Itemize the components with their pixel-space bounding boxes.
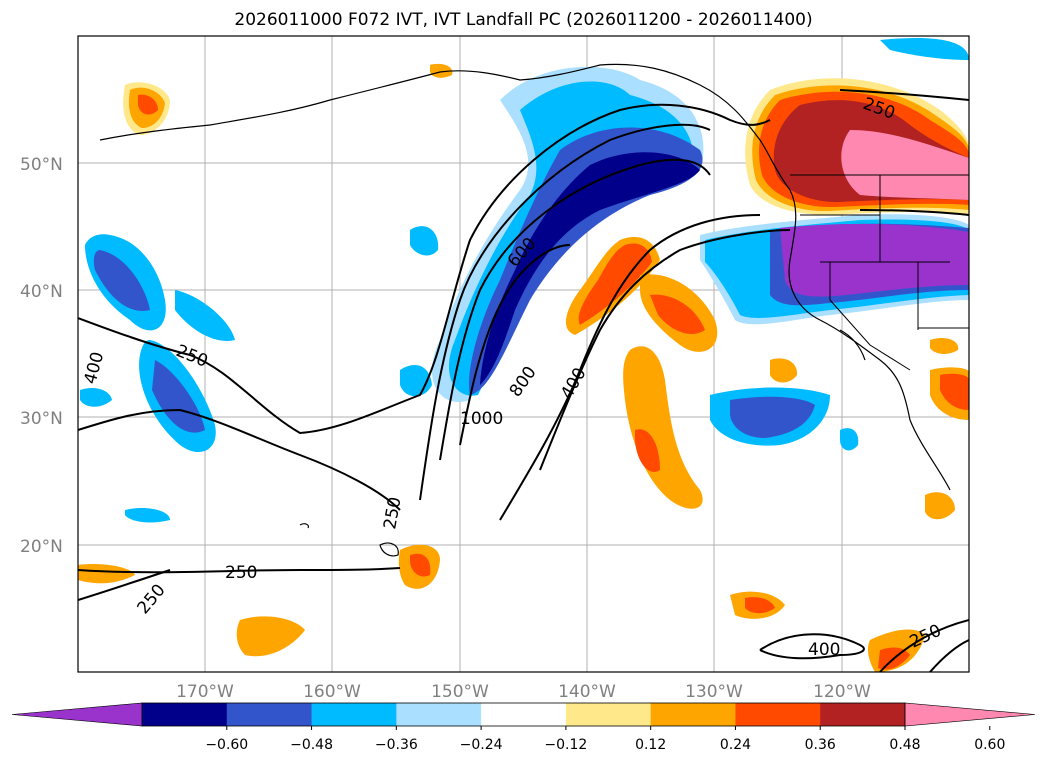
contour-label: 250: [225, 563, 257, 583]
map-layers: 250 400 250 600 800 400 1000 250 250 400…: [78, 36, 969, 672]
lon-label: 130°W: [685, 682, 743, 702]
contour-label: 250: [907, 621, 945, 653]
colorbar-tick-label: −0.36: [375, 737, 418, 753]
colorbar-extend-low: [11, 702, 143, 727]
lat-label: 40°N: [20, 282, 63, 302]
colorbar-tick-label: −0.12: [544, 737, 587, 753]
plot-frame: [77, 35, 970, 673]
colorbar-tick-label: 0.48: [889, 737, 920, 753]
colorbar-tick-label: 0.60: [974, 737, 1005, 753]
colorbar-segment: [481, 703, 567, 726]
coastlines: [99, 63, 951, 557]
colorbar-segment: [565, 703, 652, 726]
lon-label: 120°W: [813, 682, 871, 702]
lon-label: 150°W: [431, 682, 489, 702]
contour-label: 400: [81, 350, 109, 387]
colorbar-tick-label: 0.24: [720, 737, 751, 753]
colorbar-segment: [820, 703, 906, 726]
lat-label: 50°N: [20, 155, 63, 175]
negative-pc-shading: [80, 38, 969, 523]
colorbar-extend-high: [904, 702, 1036, 727]
lat-label: 20°N: [20, 537, 63, 557]
lat-label: 30°N: [20, 409, 63, 429]
contour-label: 400: [557, 364, 591, 402]
colorbar-segment: [226, 703, 313, 726]
colorbar-tick-label: −0.60: [205, 737, 248, 753]
state-borders: [790, 174, 969, 371]
colorbar-tick-label: −0.24: [460, 737, 503, 753]
positive-pc-shading: [78, 63, 969, 672]
colorbar-segment: [311, 703, 397, 726]
colorbar-segment: [396, 703, 482, 726]
longitude-labels: 170°W 160°W 150°W 140°W 130°W 120°W: [176, 682, 871, 702]
latitude-labels: 50°N 40°N 30°N 20°N: [20, 155, 63, 557]
map-title: 2026011000 F072 IVT, IVT Landfall PC (20…: [234, 10, 813, 30]
lon-label: 160°W: [303, 682, 361, 702]
contour-label: 1000: [460, 409, 503, 429]
lon-label: 170°W: [176, 682, 234, 702]
contour-label: 250: [134, 580, 170, 618]
colorbar: −0.60 −0.48 −0.36 −0.24 −0.12 0.12 0.24 0.36 0.4…: [11, 702, 1036, 753]
ivt-contours: [78, 89, 969, 672]
lon-label: 140°W: [558, 682, 616, 702]
colorbar-segment: [142, 703, 228, 726]
contour-label: 800: [506, 363, 541, 401]
contour-label: 250: [380, 495, 405, 530]
contour-label: 400: [808, 640, 840, 660]
colorbar-tick-label: 0.36: [805, 737, 836, 753]
colorbar-tick-label: −0.48: [290, 737, 333, 753]
colorbar-segment: [650, 703, 736, 726]
colorbar-segment: [735, 703, 821, 726]
colorbar-frame: [141, 702, 906, 727]
colorbar-tick-label: 0.12: [635, 737, 666, 753]
